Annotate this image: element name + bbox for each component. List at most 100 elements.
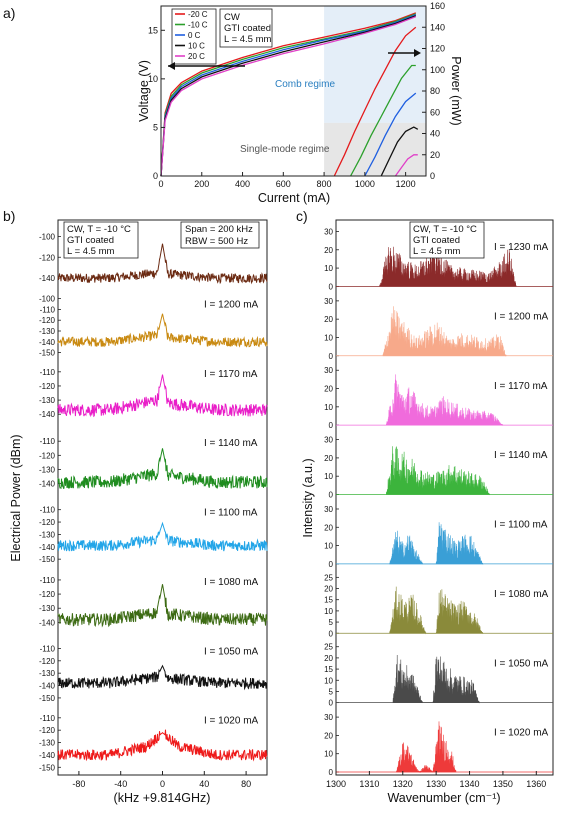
tick-label: 0 bbox=[329, 282, 334, 291]
tick-label: 10 bbox=[324, 676, 333, 685]
tick-label: -110 bbox=[40, 644, 56, 653]
tick-label: 20 bbox=[430, 150, 440, 160]
rf-trace bbox=[57, 448, 268, 490]
tick-label: 15 bbox=[324, 596, 333, 605]
tick-label: -140 bbox=[39, 410, 56, 419]
current-label: I = 1100 mA bbox=[494, 520, 548, 531]
panel-b-xlabel: (kHz +9.814GHz) bbox=[114, 791, 211, 805]
tick-label: 20 bbox=[324, 654, 333, 663]
current-label: I = 1020 mA bbox=[494, 728, 549, 739]
tick-label: -130 bbox=[39, 739, 56, 748]
rf-trace bbox=[57, 729, 268, 762]
tick-label: -120 bbox=[39, 253, 56, 262]
spectrum-row: -110 -120 -130 -140 I = 1080 mA bbox=[39, 576, 268, 628]
current-label: I = 1200 mA bbox=[204, 299, 259, 310]
power-curve-0C bbox=[364, 92, 417, 177]
tick-label: 400 bbox=[235, 179, 250, 189]
tick-label: -140 bbox=[39, 338, 56, 347]
tick-label: -120 bbox=[39, 451, 56, 460]
panel-c-spectra: 0 10 20 30 I = 1230 mA 0 10 20 30 I = 1200 mA 0 10 2… bbox=[324, 227, 553, 777]
info-line: CW bbox=[224, 12, 240, 23]
tick-label: -120 bbox=[39, 726, 56, 735]
tick-label: 0 bbox=[160, 779, 165, 789]
tick-label: 0 bbox=[329, 421, 334, 430]
panel-a-legend: -20 C -10 C0 C 10 C20 C bbox=[171, 8, 217, 65]
tick-label: -130 bbox=[39, 669, 56, 678]
tick-label: 0 bbox=[329, 560, 334, 569]
spectrum-fill bbox=[382, 306, 507, 357]
tick-label: 10 bbox=[324, 472, 333, 481]
tick-label: -110 bbox=[40, 506, 56, 515]
tick-label: 1310 bbox=[359, 779, 379, 789]
tick-label: -80 bbox=[72, 779, 85, 789]
tick-label: -110 bbox=[40, 714, 56, 723]
tick-label: -140 bbox=[39, 618, 56, 627]
tick-label: 140 bbox=[430, 22, 445, 32]
panel-a-xlabel: Current (mA) bbox=[258, 191, 330, 205]
tick-label: 10 bbox=[324, 750, 333, 759]
optical-spectrum-row: 0 10 20 30 I = 1020 mA bbox=[324, 713, 553, 777]
tick-label: 1350 bbox=[493, 779, 513, 789]
optical-spectrum-row: 0 5 10 15 20 25 I = 1080 mA bbox=[324, 573, 553, 638]
tick-label: 10 bbox=[324, 333, 333, 342]
optical-spectrum-row: 0 10 20 30 I = 1140 mA bbox=[324, 436, 553, 500]
single-mode-regime-label: Single-mode regime bbox=[240, 144, 330, 155]
tick-label: 0 bbox=[158, 179, 163, 189]
tick-label: 1360 bbox=[526, 779, 546, 789]
tick-label: -140 bbox=[39, 274, 56, 283]
tick-label: -40 bbox=[114, 779, 127, 789]
panel-b-ylabel: Electrical Power (dBm) bbox=[9, 434, 23, 561]
current-label: I = 1140 mA bbox=[204, 438, 258, 449]
tick-label: 15 bbox=[324, 665, 333, 674]
info-line: GTI coated bbox=[224, 23, 271, 34]
current-label: I = 1020 mA bbox=[204, 716, 259, 727]
current-label: I = 1050 mA bbox=[204, 646, 259, 657]
tick-label: 20 bbox=[324, 315, 333, 324]
info-line: L = 4.5 mm bbox=[224, 34, 272, 45]
spectrum-fill bbox=[386, 446, 491, 496]
current-label: I = 1050 mA bbox=[494, 658, 549, 669]
optical-spectrum-row: 0 10 20 30 I = 1230 mA bbox=[324, 227, 553, 291]
tick-label: -110 bbox=[40, 576, 56, 585]
tick-label: 25 bbox=[324, 573, 333, 582]
tick-label: -120 bbox=[39, 316, 56, 325]
spectrum-row: -110 -120 -130 -140 -150 I = 1100 mA bbox=[39, 506, 268, 564]
current-label: I = 1100 mA bbox=[204, 508, 258, 519]
tick-label: -120 bbox=[39, 657, 56, 666]
tick-label: 80 bbox=[430, 86, 440, 96]
panel-c-xticks: 1300 1310 1320 1330 1340 1350 1360 bbox=[326, 771, 546, 789]
legend-entry: 10 C bbox=[188, 42, 205, 51]
tick-label: -140 bbox=[39, 682, 56, 691]
info-line: CW, T = -10 °C bbox=[67, 224, 131, 235]
tick-label: 20 bbox=[324, 523, 333, 532]
rf-trace bbox=[57, 664, 268, 691]
panel-c-label: c) bbox=[296, 208, 308, 224]
panel-c-info-box: CW, T = -10 °C GTI coated L = 4.5 mm bbox=[409, 221, 485, 259]
tick-label: 0 bbox=[329, 491, 334, 500]
tick-label: -130 bbox=[39, 327, 56, 336]
panel-a-label: a) bbox=[3, 5, 15, 21]
tick-label: 160 bbox=[430, 1, 445, 11]
tick-label: 5 bbox=[329, 687, 334, 696]
tick-label: 1330 bbox=[426, 779, 446, 789]
tick-label: 600 bbox=[276, 179, 291, 189]
panel-a-info-box: CW GTI coated L = 4.5 mm bbox=[219, 8, 273, 48]
info-line: GTI coated bbox=[413, 235, 460, 246]
rf-trace bbox=[57, 243, 268, 285]
panel-c-frame bbox=[335, 219, 554, 776]
tick-label: 120 bbox=[430, 44, 445, 54]
tick-label: 0 bbox=[329, 352, 334, 361]
tick-label: 40 bbox=[199, 779, 209, 789]
tick-label: 5 bbox=[153, 122, 158, 132]
spectrum-row: -110 -120 -130 -140 -150 I = 1020 mA bbox=[39, 714, 268, 772]
arrow-head-icon bbox=[414, 49, 421, 57]
spectrum-fill bbox=[389, 522, 484, 565]
spectrum-fill bbox=[389, 586, 484, 635]
panel-a-ylabel-right: Power (mW) bbox=[449, 56, 463, 125]
spectrum-row: -110 -120 -130 -140 I = 1140 mA bbox=[39, 437, 268, 490]
current-label: I = 1170 mA bbox=[204, 369, 258, 380]
spectrum-fill bbox=[396, 721, 457, 773]
tick-label: 15 bbox=[148, 25, 158, 35]
tick-label: 80 bbox=[241, 779, 251, 789]
